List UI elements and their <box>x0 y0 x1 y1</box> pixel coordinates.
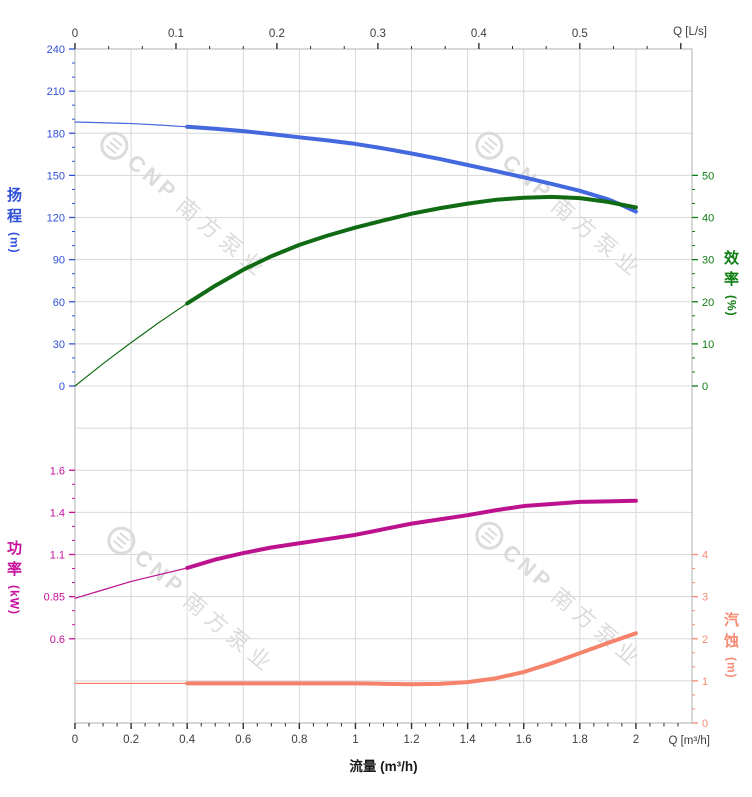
svg-text:210: 210 <box>47 86 65 98</box>
svg-text:1: 1 <box>702 676 708 688</box>
npsh-axis-title-unit: (m) <box>724 657 739 679</box>
efficiency-axis-title: 效率 (%) <box>724 248 739 317</box>
svg-text:240: 240 <box>47 44 65 56</box>
svg-text:0.2: 0.2 <box>269 28 285 40</box>
efficiency-axis-title-unit: (%) <box>724 295 739 317</box>
svg-text:60: 60 <box>53 297 65 309</box>
npsh-axis-title: 汽蚀 (m) <box>724 610 739 679</box>
svg-text:50: 50 <box>702 170 714 182</box>
svg-text:2: 2 <box>702 634 708 646</box>
svg-text:1: 1 <box>352 734 358 746</box>
svg-text:0: 0 <box>72 734 78 746</box>
svg-text:0.85: 0.85 <box>44 592 65 604</box>
svg-text:0: 0 <box>702 381 708 393</box>
svg-text:0.6: 0.6 <box>50 634 65 646</box>
svg-text:120: 120 <box>47 213 65 225</box>
svg-text:10: 10 <box>702 339 714 351</box>
svg-text:1.6: 1.6 <box>50 465 65 477</box>
svg-text:0.2: 0.2 <box>123 734 139 746</box>
svg-text:2: 2 <box>633 734 639 746</box>
svg-text:40: 40 <box>702 213 714 225</box>
power-axis-title-unit: (kW) <box>7 585 22 615</box>
power-axis-title: 功率 (kW) <box>7 538 22 615</box>
svg-text:20: 20 <box>702 297 714 309</box>
svg-text:0.1: 0.1 <box>168 28 184 40</box>
power-axis-title-text: 功率 <box>7 540 23 578</box>
svg-text:0.5: 0.5 <box>572 28 588 40</box>
svg-text:150: 150 <box>47 170 65 182</box>
svg-text:0.8: 0.8 <box>291 734 307 746</box>
svg-text:0.4: 0.4 <box>179 734 196 746</box>
npsh-axis-title-text: 汽蚀 <box>724 612 740 650</box>
svg-text:4: 4 <box>702 550 708 562</box>
svg-text:1.2: 1.2 <box>404 734 420 746</box>
svg-text:30: 30 <box>53 339 65 351</box>
svg-text:0.4: 0.4 <box>471 28 488 40</box>
svg-text:0.3: 0.3 <box>370 28 386 40</box>
svg-text:1.1: 1.1 <box>50 550 65 562</box>
svg-text:180: 180 <box>47 128 65 140</box>
svg-text:1.6: 1.6 <box>516 734 532 746</box>
efficiency-axis-title-text: 效率 <box>724 250 740 288</box>
svg-text:0.6: 0.6 <box>235 734 251 746</box>
top-axis-unit-label: Q [L/s] <box>673 26 707 38</box>
svg-text:90: 90 <box>53 255 65 267</box>
svg-text:30: 30 <box>702 255 714 267</box>
svg-text:1.8: 1.8 <box>572 734 588 746</box>
svg-text:1.4: 1.4 <box>50 507 65 519</box>
bottom-axis-unit-label: Q [m³/h] <box>668 735 710 747</box>
head-axis-title: 扬程 (m) <box>7 185 22 254</box>
head-axis-title-text: 扬程 <box>7 187 23 225</box>
svg-text:0: 0 <box>702 718 708 730</box>
svg-text:0: 0 <box>72 28 78 40</box>
head-axis-title-unit: (m) <box>7 232 22 254</box>
svg-text:1.4: 1.4 <box>460 734 477 746</box>
flow-axis-title: 流量 (m³/h) <box>349 759 418 774</box>
svg-text:0: 0 <box>59 381 65 393</box>
svg-text:3: 3 <box>702 592 708 604</box>
